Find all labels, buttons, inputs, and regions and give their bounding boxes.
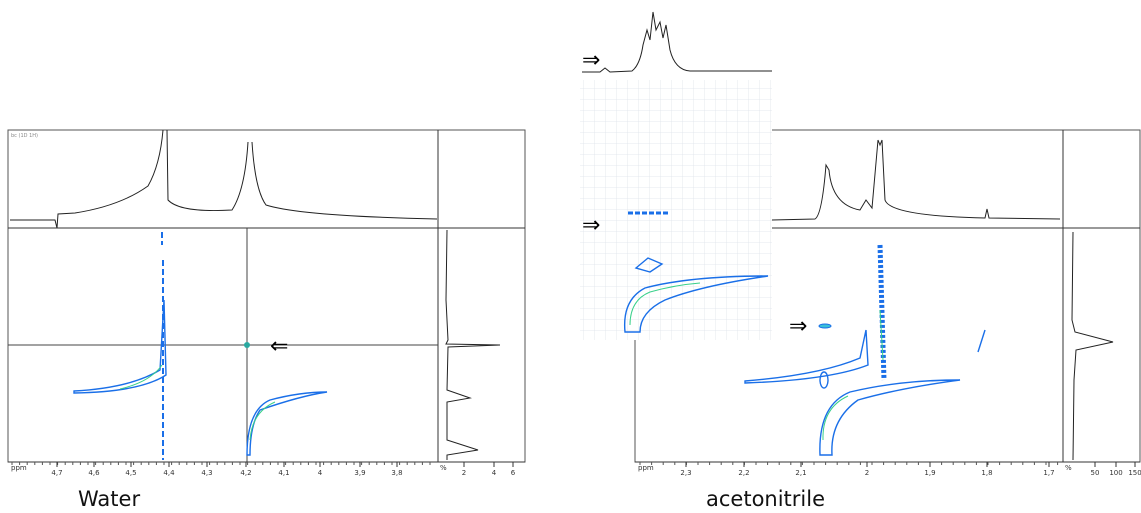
x-ticks: 4,7 4,6 4,5 4,4 4,3 4,2 4,1 4 3,9 3,8 2 4 6: [11, 462, 516, 477]
caption: acetonitrile: [706, 487, 825, 511]
water-panel: bc (1D 1H) ⇐ ppm 4,7 4,6 4,5 4,4 4,3 4,2 4,1 4 3…: [7, 129, 526, 511]
tick-label: 50: [1091, 469, 1100, 477]
contour: [634, 257, 664, 273]
spectrum-1d: [582, 11, 772, 73]
tick-label: 1,7: [1043, 469, 1054, 477]
spectrum-label: bc (1D 1H): [11, 133, 38, 139]
contour: [119, 364, 163, 390]
contour: [822, 395, 849, 441]
contour: [246, 391, 328, 456]
spectrum-1d: [10, 129, 438, 229]
contour: [879, 309, 884, 361]
axis-unit: %: [440, 464, 447, 472]
tick-label: 100: [1109, 469, 1122, 477]
tick-label: 4: [492, 469, 497, 477]
tick-label: 6: [511, 469, 516, 477]
tick-label: 3,9: [354, 469, 365, 477]
axis-unit: ppm: [638, 464, 654, 472]
contour: [629, 282, 701, 326]
tick-label: 4,7: [51, 469, 62, 477]
tick-label: 4,1: [278, 469, 289, 477]
projection: [1071, 231, 1114, 461]
contour: [623, 275, 769, 333]
tick-label: 4,5: [125, 469, 136, 477]
tick-label: 2: [462, 469, 466, 477]
contour: [744, 329, 869, 384]
acetonitrile-panel: ⇒ ⇒ ⇒ ppm 2,3 2,2 2,1 2 1,9 1,8 1,7 50 100 150 % …: [580, 11, 1141, 511]
spectrum-1d: [771, 139, 1061, 221]
tick-label: 4,3: [201, 469, 212, 477]
tick-label: 3,8: [391, 469, 402, 477]
arrow: ⇒: [789, 314, 807, 339]
contour: [819, 371, 829, 389]
contour: [249, 401, 276, 441]
tick-label: 4,4: [163, 469, 175, 477]
arrow: ⇒: [582, 213, 600, 238]
x-ticks: 2,3 2,2 2,1 2 1,9 1,8 1,7 50 100 150: [639, 462, 1141, 477]
tick-label: 150: [1128, 469, 1141, 477]
contour: [819, 379, 961, 456]
tick-label: 4,6: [88, 469, 100, 477]
peak: [818, 323, 832, 329]
tick-label: 2,3: [680, 469, 691, 477]
tick-label: 4,2: [240, 469, 251, 477]
tick-label: 2,1: [795, 469, 806, 477]
peak: [244, 342, 250, 348]
contour: [161, 232, 164, 460]
contour: [977, 329, 986, 353]
axis-unit: %: [1065, 464, 1072, 472]
arrow: ⇐: [270, 334, 288, 359]
tick-label: 4: [318, 469, 323, 477]
inset-grid: [580, 80, 772, 340]
projection: [445, 229, 501, 460]
tick-label: 1,9: [924, 469, 935, 477]
tick-label: 1,8: [981, 469, 992, 477]
arrow: ⇒: [582, 48, 600, 73]
caption: Water: [78, 487, 140, 511]
axis-unit: ppm: [11, 464, 27, 472]
tick-label: 2: [865, 469, 869, 477]
contour: [73, 299, 167, 394]
tick-label: 2,2: [738, 469, 749, 477]
